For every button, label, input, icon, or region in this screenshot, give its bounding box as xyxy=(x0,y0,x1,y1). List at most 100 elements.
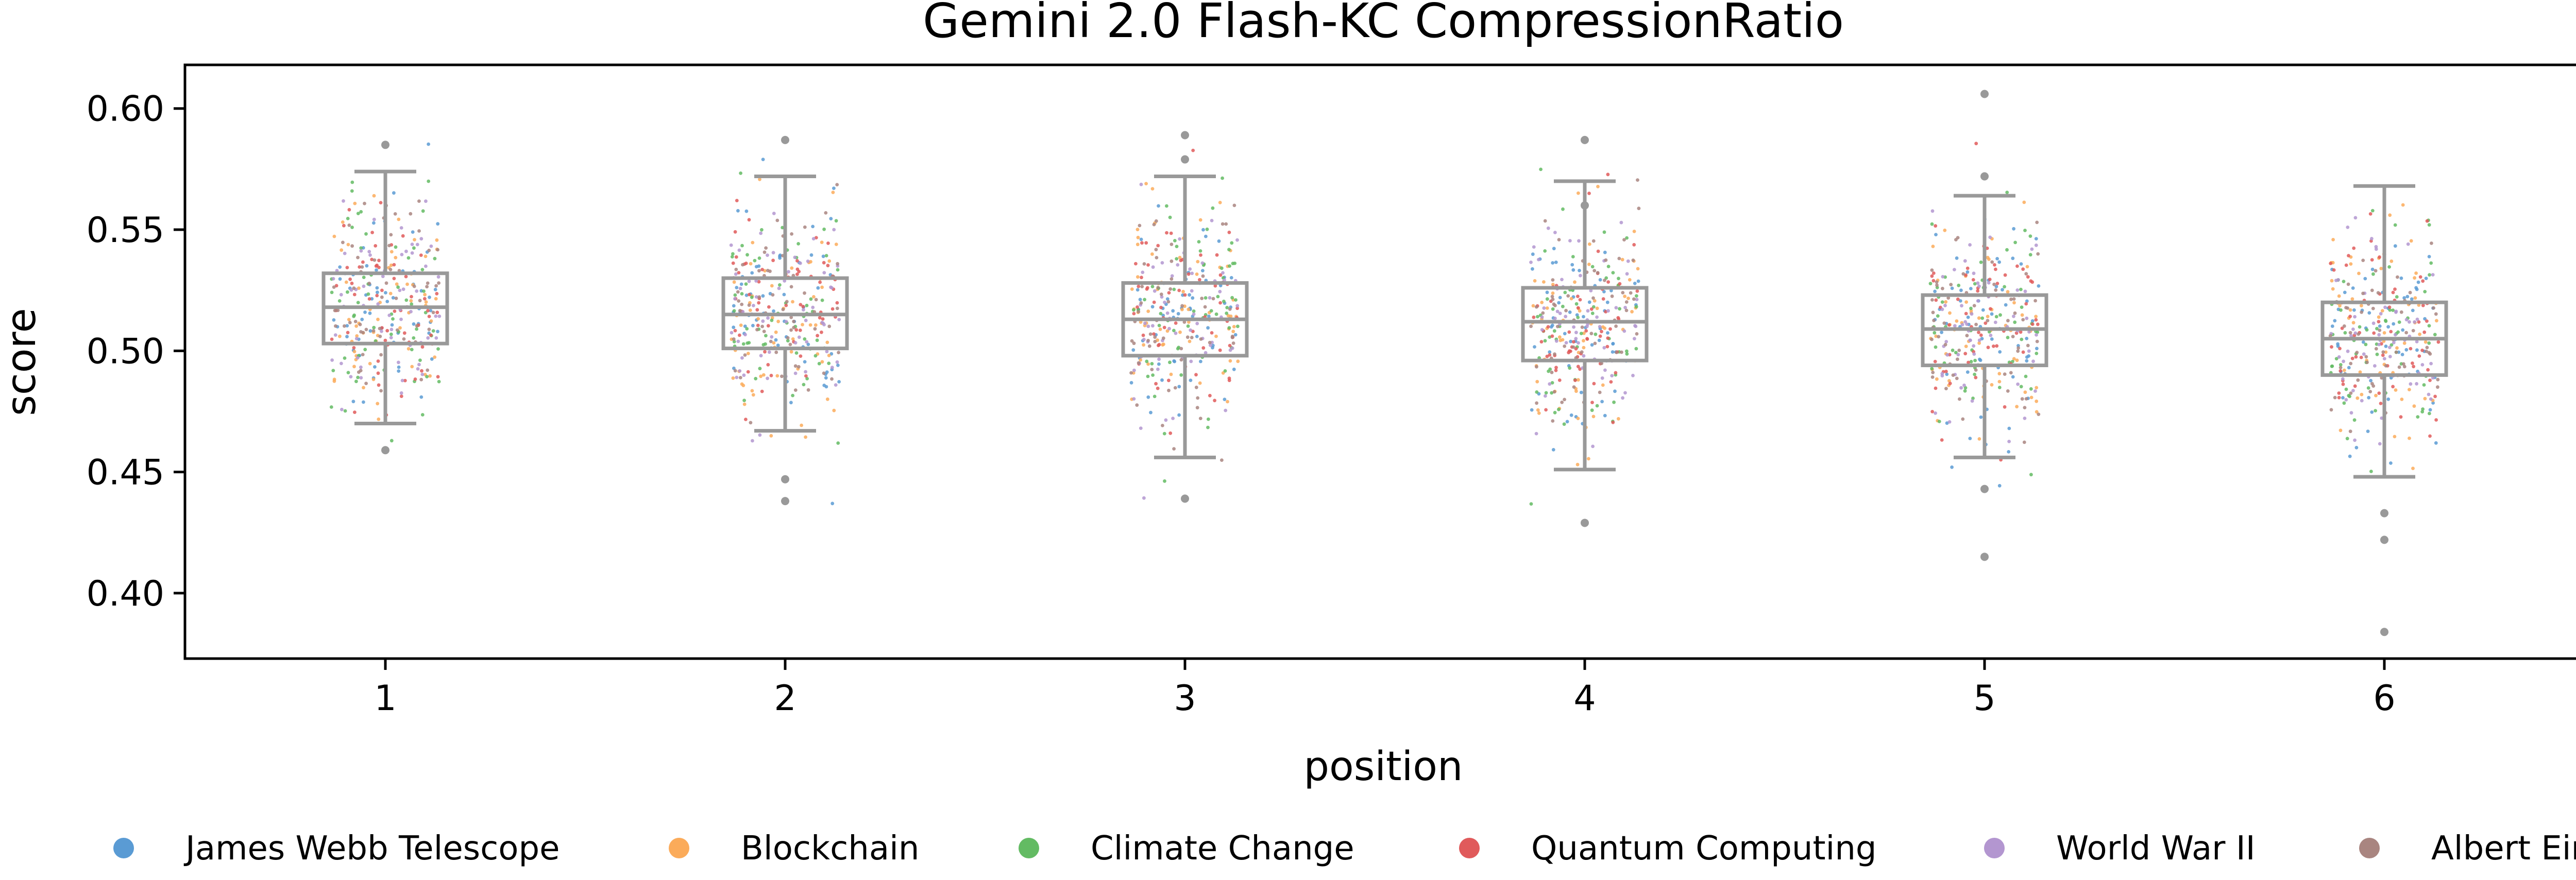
strip-point xyxy=(1210,331,1214,335)
strip-point xyxy=(764,246,768,250)
strip-point xyxy=(2337,391,2341,395)
strip-point xyxy=(1623,305,1628,309)
strip-point xyxy=(1140,275,1143,280)
strip-point xyxy=(2351,389,2355,392)
strip-point xyxy=(2366,386,2370,390)
strip-point xyxy=(1211,297,1215,301)
strip-point xyxy=(2011,256,2015,261)
strip-point xyxy=(1165,204,1168,208)
strip-point xyxy=(792,325,796,330)
strip-point xyxy=(434,297,438,301)
strip-point xyxy=(340,248,344,252)
strip-point xyxy=(346,290,349,294)
strip-point xyxy=(1941,286,1944,290)
strip-point xyxy=(2412,404,2416,408)
strip-point xyxy=(1930,274,1934,278)
strip-point xyxy=(332,285,336,289)
strip-point xyxy=(344,280,348,284)
strip-point xyxy=(2378,255,2381,259)
strip-point xyxy=(1931,245,1935,248)
strip-point xyxy=(2024,374,2028,378)
strip-point xyxy=(760,324,764,329)
strip-point xyxy=(387,244,391,248)
strip-point xyxy=(762,330,766,333)
strip-point xyxy=(2410,297,2414,301)
strip-point xyxy=(417,363,421,367)
strip-point xyxy=(820,240,824,244)
strip-point xyxy=(2431,401,2435,405)
strip-point xyxy=(425,375,429,378)
strip-point xyxy=(355,356,360,360)
strip-point xyxy=(2364,355,2368,359)
strip-point xyxy=(2338,304,2342,308)
strip-point xyxy=(1545,290,1549,295)
strip-point xyxy=(836,262,839,266)
strip-point xyxy=(2328,334,2332,338)
strip-point xyxy=(1146,374,1150,378)
strip-point xyxy=(1934,298,1938,302)
strip-point xyxy=(1635,332,1639,336)
strip-point xyxy=(1593,341,1597,346)
strip-point xyxy=(1934,233,1938,236)
strip-point xyxy=(2333,395,2337,400)
strip-point xyxy=(744,418,748,421)
strip-point xyxy=(1195,321,1199,325)
strip-point xyxy=(756,323,760,327)
strip-point xyxy=(1945,372,1949,376)
strip-point xyxy=(2023,289,2027,294)
strip-point xyxy=(1964,300,1969,304)
strip-point xyxy=(363,310,367,314)
strip-point xyxy=(1602,290,1606,294)
strip-point xyxy=(2368,390,2372,393)
strip-point xyxy=(404,249,408,253)
strip-point xyxy=(771,258,775,263)
strip-point xyxy=(801,323,804,326)
strip-point xyxy=(2394,309,2398,313)
strip-point xyxy=(1132,341,1136,346)
strip-point xyxy=(1153,340,1157,343)
strip-point xyxy=(745,327,749,331)
strip-point xyxy=(1171,309,1175,313)
strip-point xyxy=(372,325,376,330)
strip-point xyxy=(2425,219,2429,223)
strip-point xyxy=(834,219,838,223)
strip-point xyxy=(1136,228,1140,232)
strip-point xyxy=(2377,333,2381,337)
strip-point xyxy=(2355,396,2360,400)
strip-point xyxy=(356,301,360,304)
strip-point xyxy=(1543,219,1547,223)
strip-point xyxy=(2024,302,2028,306)
strip-point xyxy=(2401,203,2405,207)
strip-point xyxy=(2416,415,2420,419)
strip-point xyxy=(2025,359,2029,363)
strip-point xyxy=(364,327,368,332)
strip-point xyxy=(1959,288,1963,292)
strip-point xyxy=(1973,282,1977,286)
strip-point xyxy=(1606,172,1610,177)
strip-point xyxy=(827,259,832,263)
strip-point xyxy=(2033,389,2037,393)
strip-point xyxy=(774,350,778,354)
strip-point xyxy=(2003,285,2007,289)
strip-point xyxy=(758,367,762,371)
strip-point xyxy=(1964,312,1968,316)
strip-point xyxy=(737,248,741,252)
strip-point xyxy=(835,360,839,364)
strip-point xyxy=(2356,378,2360,382)
strip-point xyxy=(1226,400,1229,404)
strip-point xyxy=(1580,350,1584,354)
strip-point xyxy=(744,262,748,265)
strip-point xyxy=(2394,350,2398,354)
strip-point xyxy=(2027,349,2031,353)
strip-point xyxy=(2352,308,2356,312)
strip-point xyxy=(2029,473,2033,477)
strip-point xyxy=(2381,350,2385,354)
strip-point xyxy=(1974,375,1978,379)
strip-point xyxy=(2397,350,2401,354)
strip-point xyxy=(804,318,808,322)
strip-point xyxy=(2348,315,2352,318)
strip-point xyxy=(1592,382,1596,386)
strip-point xyxy=(2428,408,2432,412)
strip-point xyxy=(2025,299,2029,303)
strip-point xyxy=(2423,317,2427,321)
